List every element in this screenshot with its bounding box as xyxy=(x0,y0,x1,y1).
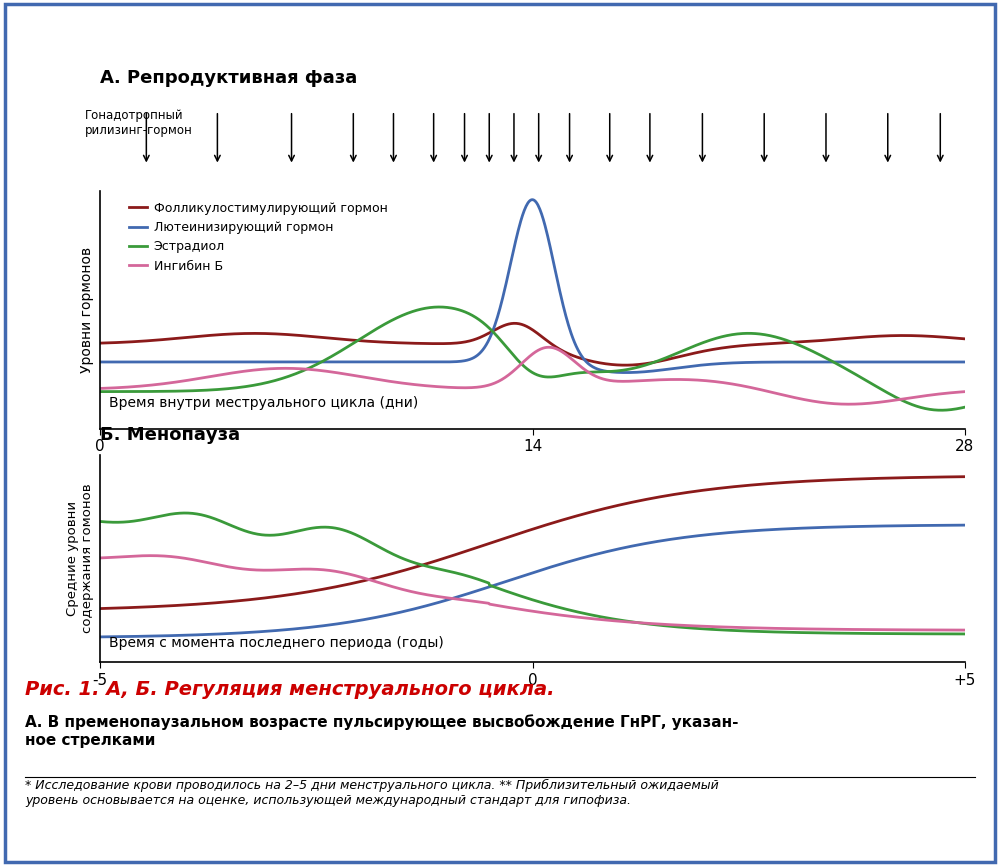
Legend: Фолликулостимулирующий гормон, Лютеинизирующий гормон, Эстрадиол, Ингибин Б: Фолликулостимулирующий гормон, Лютеинизи… xyxy=(124,197,392,277)
Text: Время внутри меструального цикла (дни): Время внутри меструального цикла (дни) xyxy=(109,396,418,410)
Y-axis label: Уровни гормонов: Уровни гормонов xyxy=(80,247,94,372)
Text: Рис. 1. А, Б. Регуляция менструального цикла.: Рис. 1. А, Б. Регуляция менструального ц… xyxy=(25,680,554,699)
Text: А. Репродуктивная фаза: А. Репродуктивная фаза xyxy=(100,68,357,87)
Text: Время с момента последнего периода (годы): Время с момента последнего периода (годы… xyxy=(109,636,443,650)
Y-axis label: Средние уровни
содержания гомонов: Средние уровни содержания гомонов xyxy=(66,484,94,633)
Text: Гонадотропный
рилизинг-гормон: Гонадотропный рилизинг-гормон xyxy=(85,109,192,138)
Text: Б. Менопауза: Б. Менопауза xyxy=(100,426,240,444)
Text: А. В пременопаузальном возрасте пульсирующее высвобождение ГнРГ, указан-
ное стр: А. В пременопаузальном возрасте пульсиру… xyxy=(25,714,738,747)
Text: * Исследование крови проводилось на 2–5 дни менструального цикла. ** Приблизител: * Исследование крови проводилось на 2–5 … xyxy=(25,779,719,807)
